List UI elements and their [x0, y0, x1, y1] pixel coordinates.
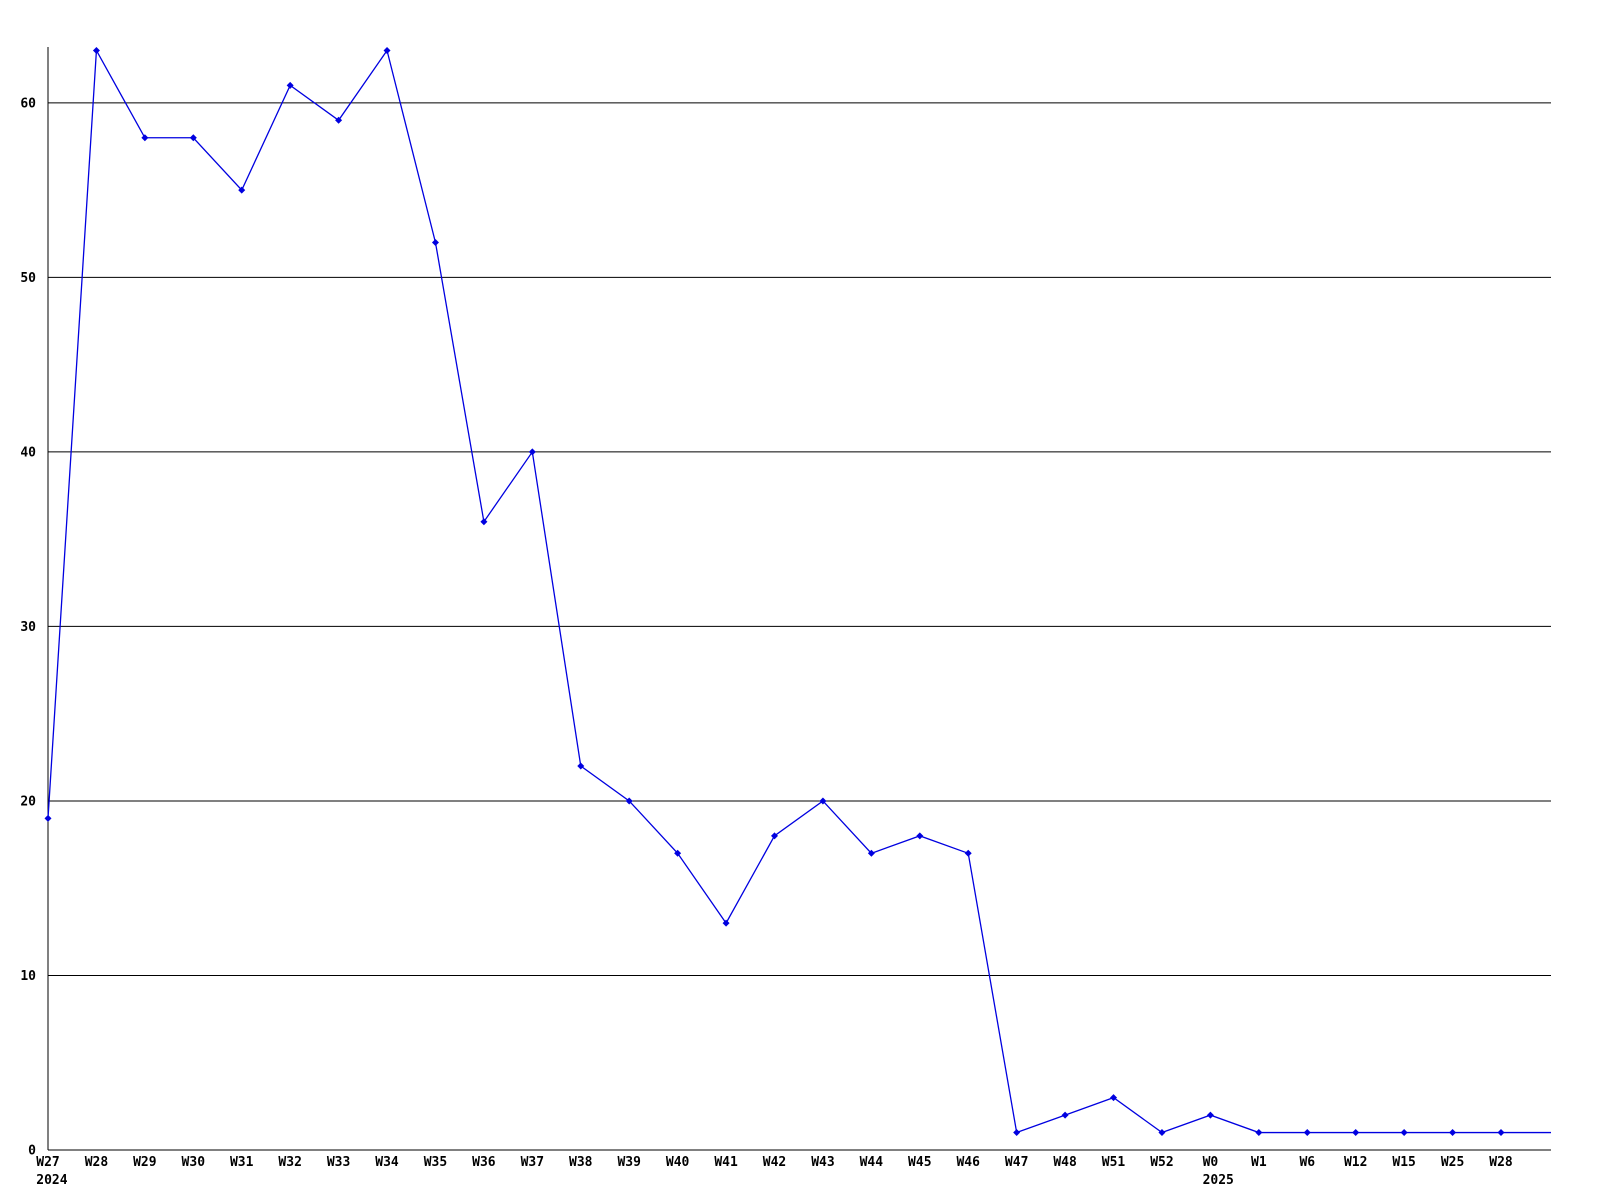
x-tick-label: W47	[1005, 1155, 1028, 1170]
data-point-marker	[44, 814, 52, 822]
data-point-marker	[383, 46, 391, 54]
x-tick-label: W51	[1102, 1155, 1126, 1170]
data-point-marker	[1449, 1129, 1457, 1137]
data-point-marker	[238, 186, 246, 194]
x-tick-label: W34	[375, 1155, 399, 1170]
y-tick-label: 40	[20, 445, 36, 460]
y-tick-label: 50	[20, 271, 36, 286]
x-tick-label: W36	[472, 1155, 496, 1170]
data-point-marker	[141, 134, 149, 142]
data-point-marker	[528, 448, 536, 456]
x-tick-label: W15	[1392, 1155, 1415, 1170]
data-point-marker	[674, 849, 682, 857]
series-line	[47, 48, 1551, 1134]
year-label: 2024	[36, 1173, 67, 1188]
y-tick-label: 30	[20, 620, 36, 635]
data-point-marker	[867, 849, 875, 857]
data-point-marker	[964, 849, 972, 857]
x-tick-label: W6	[1299, 1155, 1315, 1170]
x-tick-label: W27	[36, 1155, 59, 1170]
data-point-marker	[771, 832, 778, 840]
x-tick-label: W1	[1251, 1155, 1267, 1170]
x-tick-label: W30	[182, 1155, 206, 1170]
x-tick-label: W48	[1053, 1155, 1077, 1170]
data-point-marker	[92, 46, 100, 54]
x-tick-label: W0	[1203, 1155, 1219, 1170]
y-tick-label: 60	[20, 96, 36, 111]
x-tick-label: W39	[617, 1155, 640, 1170]
data-point-marker	[1352, 1129, 1360, 1137]
data-point-marker	[577, 762, 585, 770]
x-tick-label: W46	[956, 1155, 980, 1170]
x-tick-label: W28	[85, 1155, 109, 1170]
x-tick-label: W31	[230, 1155, 254, 1170]
data-point-marker	[1303, 1129, 1311, 1137]
data-point-marker	[335, 116, 343, 124]
x-tick-label: W33	[327, 1155, 350, 1170]
data-point-marker	[916, 832, 924, 840]
year-label: 2025	[1203, 1173, 1234, 1188]
data-point-marker	[1158, 1129, 1166, 1137]
x-tick-label: W25	[1441, 1155, 1464, 1170]
x-tick-label: W40	[666, 1155, 690, 1170]
data-point-marker	[1061, 1111, 1069, 1119]
x-tick-label: W38	[569, 1155, 593, 1170]
x-tick-label: W35	[424, 1155, 447, 1170]
data-point-marker	[722, 919, 730, 927]
x-tick-label: W29	[133, 1155, 156, 1170]
data-point-marker	[1400, 1129, 1408, 1137]
data-point-marker	[1110, 1094, 1118, 1102]
data-point-marker	[1255, 1129, 1263, 1137]
data-point-marker	[625, 797, 633, 805]
data-point-marker	[286, 81, 294, 89]
y-tick-label: 20	[20, 794, 36, 809]
x-tick-label: W41	[714, 1155, 738, 1170]
x-tick-label: W45	[908, 1155, 931, 1170]
data-point-marker	[189, 134, 197, 142]
x-tick-label: W28	[1489, 1155, 1513, 1170]
x-tick-label: W42	[763, 1155, 786, 1170]
data-point-marker	[1206, 1111, 1214, 1119]
data-point-marker	[431, 238, 439, 246]
data-point-marker	[1497, 1129, 1505, 1137]
x-tick-label: W52	[1150, 1155, 1173, 1170]
data-point-marker	[1013, 1129, 1021, 1137]
data-point-marker	[819, 797, 827, 805]
x-tick-label: W44	[860, 1155, 884, 1170]
x-tick-label: W12	[1344, 1155, 1367, 1170]
y-tick-label: 10	[20, 969, 36, 984]
x-tick-label: W43	[811, 1155, 834, 1170]
x-tick-label: W32	[278, 1155, 301, 1170]
data-point-marker	[480, 518, 488, 526]
y-tick-label: 0	[28, 1144, 36, 1159]
x-tick-label: W37	[521, 1155, 544, 1170]
